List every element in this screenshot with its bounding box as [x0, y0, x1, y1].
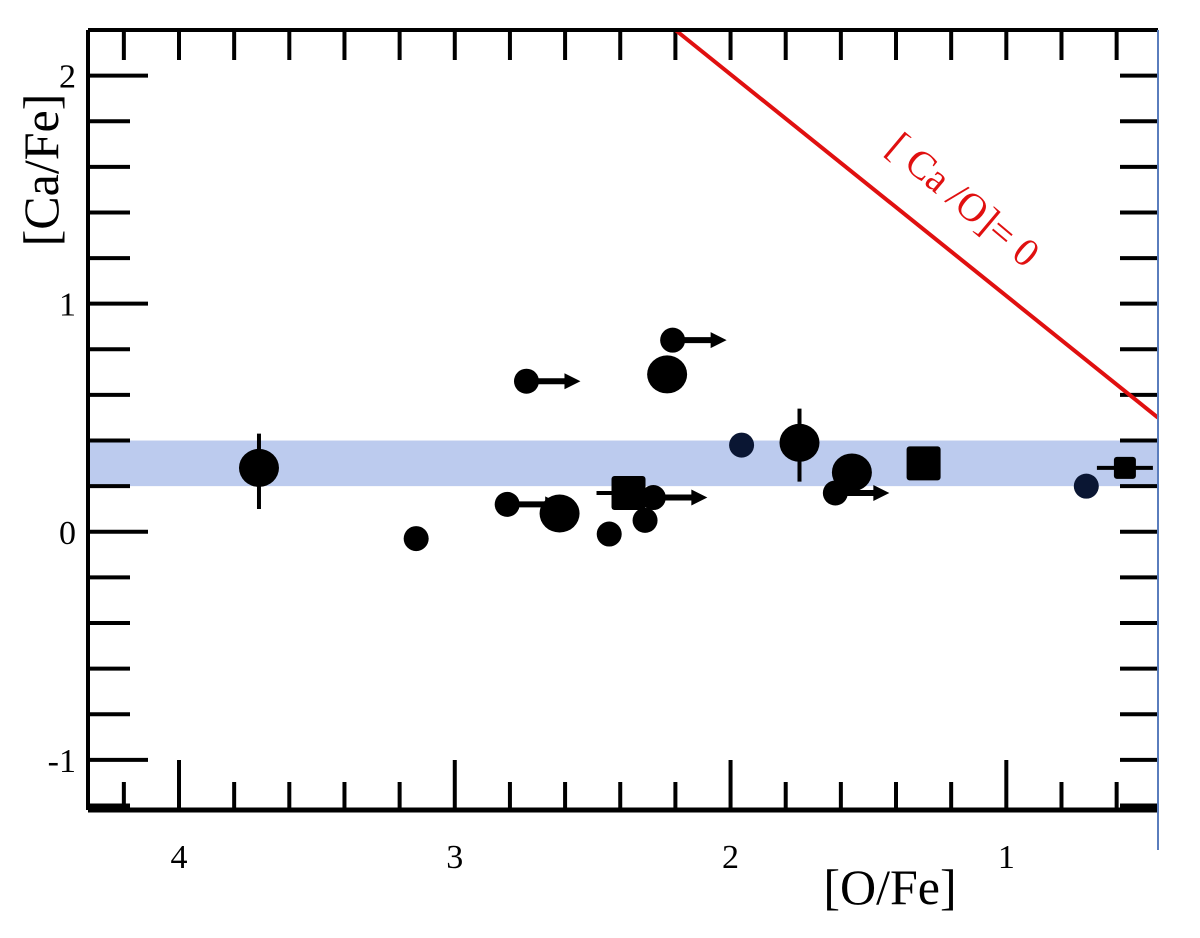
reference-line [674, 28, 1160, 420]
data-point-circle [238, 448, 279, 487]
data-point-circle [539, 494, 580, 533]
data-point-circle [596, 521, 622, 547]
y-tick-label: 1 [59, 287, 76, 324]
data-point-circle [513, 368, 539, 394]
x-tick-label: 2 [722, 839, 739, 876]
limit-arrowhead [564, 373, 581, 390]
data-point-square [611, 475, 646, 510]
x-tick-label: 4 [171, 839, 188, 876]
y-tick-label: 2 [59, 59, 76, 96]
data-point-circle [660, 327, 686, 353]
data-point-circle [494, 491, 520, 517]
x-axis-title: [O/Fe] [823, 859, 956, 915]
data-point-circle [779, 423, 820, 462]
data-point-circle [831, 453, 872, 492]
data-point-circle [647, 355, 688, 394]
y-axis-title: [Ca/Fe] [13, 94, 69, 247]
limit-arrowhead [710, 332, 727, 349]
data-point-square [1113, 456, 1136, 479]
data-point-circle [640, 485, 666, 511]
x-tick-label: 3 [446, 839, 463, 876]
data-point-circle [632, 507, 658, 533]
y-tick-label: -1 [48, 743, 76, 780]
limit-arrowhead [873, 484, 890, 501]
x-tick-label: 1 [998, 839, 1015, 876]
data-point-circle [403, 526, 429, 552]
y-tick-label: 0 [59, 515, 76, 552]
limit-arrowhead [691, 489, 708, 506]
data-point-circle [729, 432, 755, 458]
data-point-square [906, 446, 941, 481]
data-point-circle [1073, 473, 1099, 499]
